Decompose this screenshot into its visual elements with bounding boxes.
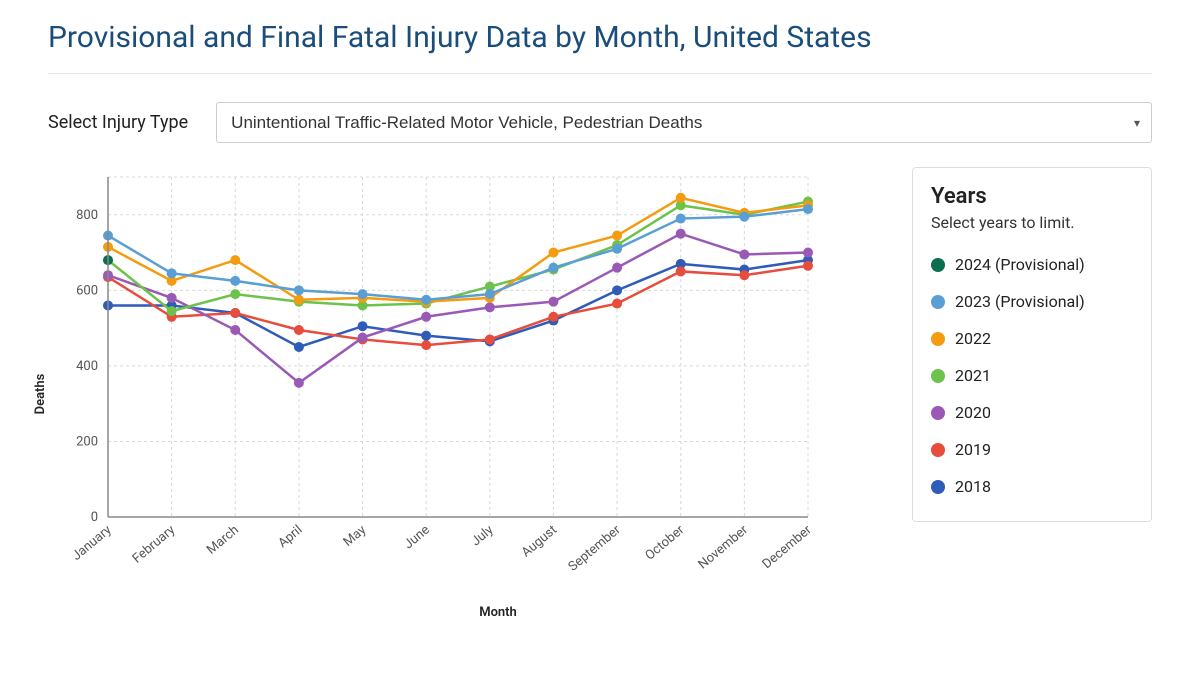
injury-type-select[interactable]: Unintentional Traffic-Related Motor Vehi… (216, 102, 1152, 143)
series-marker (230, 325, 240, 335)
series-marker (485, 289, 495, 299)
svg-text:December: December (760, 522, 815, 572)
page-title: Provisional and Final Fatal Injury Data … (48, 20, 1152, 74)
series-marker (421, 295, 431, 305)
series-marker (294, 342, 304, 352)
svg-text:January: January (69, 523, 114, 564)
series-marker (485, 334, 495, 344)
series-marker (485, 302, 495, 312)
series-marker (167, 268, 177, 278)
series-marker (803, 248, 813, 258)
svg-text:August: August (519, 523, 560, 561)
svg-text:May: May (341, 523, 369, 550)
legend-dot-icon (931, 295, 945, 309)
series-marker (167, 293, 177, 303)
svg-text:800: 800 (76, 208, 98, 223)
legend-items: 2024 (Provisional) 2023 (Provisional) 2022… (931, 246, 1133, 505)
series-marker (548, 248, 558, 258)
svg-text:400: 400 (76, 359, 98, 374)
svg-text:November: November (696, 522, 752, 572)
series-line (108, 198, 808, 302)
injury-type-select-wrap: Unintentional Traffic-Related Motor Vehi… (216, 102, 1152, 143)
series-marker (739, 212, 749, 222)
svg-text:0: 0 (91, 510, 98, 525)
series-marker (676, 214, 686, 224)
svg-text:October: October (643, 522, 688, 563)
series-marker (548, 263, 558, 273)
legend-item-label: 2018 (955, 477, 991, 496)
series-marker (230, 255, 240, 265)
series-marker (294, 295, 304, 305)
series-marker (358, 289, 368, 299)
legend-dot-icon (931, 480, 945, 494)
svg-text:April: April (276, 523, 306, 552)
series-marker (548, 297, 558, 307)
legend-subtitle: Select years to limit. (931, 213, 1133, 232)
series-marker (739, 249, 749, 259)
series-marker (230, 308, 240, 318)
legend-item-label: 2020 (955, 403, 991, 422)
series-marker (676, 193, 686, 203)
series-marker (358, 321, 368, 331)
series-marker (230, 289, 240, 299)
series-marker (167, 306, 177, 316)
series-marker (421, 340, 431, 350)
legend-item-label: 2024 (Provisional) (955, 255, 1085, 274)
legend-item[interactable]: 2020 (931, 394, 1133, 431)
series-marker (294, 285, 304, 295)
series-marker (421, 331, 431, 341)
series-marker (548, 312, 558, 322)
svg-text:200: 200 (76, 434, 98, 449)
series-line (108, 209, 808, 300)
series-marker (739, 270, 749, 280)
legend-panel: Years Select years to limit. 2024 (Provi… (912, 167, 1152, 522)
legend-dot-icon (931, 332, 945, 346)
series-marker (612, 299, 622, 309)
series-marker (676, 229, 686, 239)
line-chart: 0 200 400 600 800 January February March April Ma… (48, 167, 818, 597)
series-marker (294, 325, 304, 335)
series-marker (612, 285, 622, 295)
controls-row: Select Injury Type Unintentional Traffic… (48, 102, 1152, 143)
legend-dot-icon (931, 369, 945, 383)
legend-item-label: 2022 (955, 329, 991, 348)
legend-item[interactable]: 2023 (Provisional) (931, 283, 1133, 320)
series-marker (612, 244, 622, 254)
chart-area: Deaths 0200400600800JanuaryFebruaryMarch… (48, 167, 888, 620)
series-marker (676, 266, 686, 276)
svg-text:February: February (130, 523, 178, 567)
legend-dot-icon (931, 443, 945, 457)
legend-item[interactable]: 2024 (Provisional) (931, 246, 1133, 283)
injury-type-label: Select Injury Type (48, 112, 188, 133)
x-axis-label: Month (108, 605, 888, 620)
content-row: Deaths 0200400600800JanuaryFebruaryMarch… (48, 167, 1152, 620)
legend-item[interactable]: 2022 (931, 320, 1133, 357)
legend-item[interactable]: 2021 (931, 357, 1133, 394)
y-axis-label: Deaths (33, 373, 48, 414)
series-marker (803, 204, 813, 214)
svg-text:600: 600 (76, 283, 98, 298)
svg-text:March: March (204, 523, 242, 558)
legend-item-label: 2019 (955, 440, 991, 459)
series-marker (612, 231, 622, 241)
legend-item[interactable]: 2018 (931, 468, 1133, 505)
legend-dot-icon (931, 258, 945, 272)
series-line (108, 234, 808, 383)
legend-item-label: 2023 (Provisional) (955, 292, 1085, 311)
series-marker (294, 378, 304, 388)
series-marker (230, 276, 240, 286)
series-marker (421, 312, 431, 322)
legend-item[interactable]: 2019 (931, 431, 1133, 468)
series-marker (612, 263, 622, 273)
svg-text:July: July (469, 523, 497, 550)
legend-dot-icon (931, 406, 945, 420)
svg-text:June: June (401, 523, 432, 553)
legend-item-label: 2021 (955, 366, 991, 385)
series-marker (358, 333, 368, 343)
svg-text:September: September (566, 522, 624, 574)
legend-title: Years (931, 184, 1133, 209)
series-marker (803, 261, 813, 271)
